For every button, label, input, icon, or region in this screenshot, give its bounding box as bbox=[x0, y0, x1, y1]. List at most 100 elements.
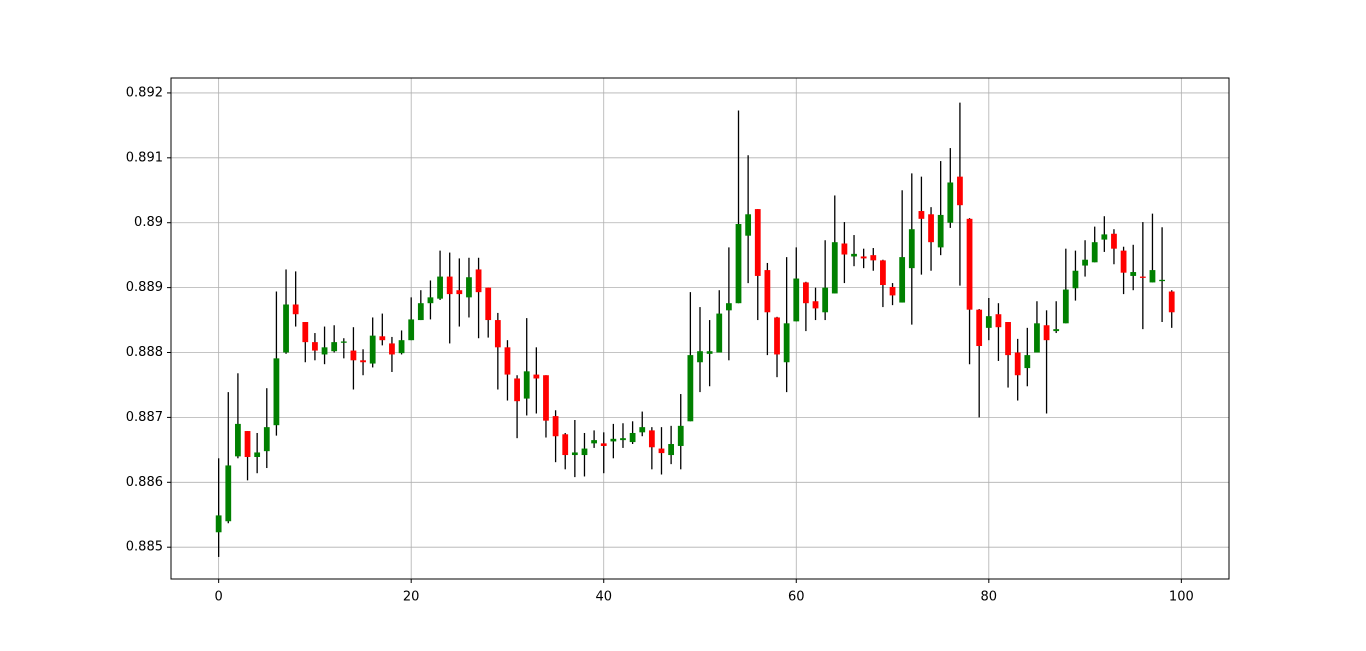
candle-body bbox=[331, 342, 338, 352]
candle-body bbox=[1062, 289, 1069, 324]
candle-body bbox=[398, 340, 405, 354]
candle-body bbox=[620, 438, 626, 441]
candle-body bbox=[629, 432, 636, 443]
candle-body bbox=[600, 443, 607, 446]
candle-body bbox=[870, 255, 877, 261]
candle-body bbox=[244, 431, 251, 457]
candle-body bbox=[571, 452, 578, 456]
candle-body bbox=[639, 427, 646, 433]
candle-body bbox=[803, 282, 809, 304]
candle-body bbox=[793, 278, 800, 322]
candle-body bbox=[591, 440, 597, 444]
candle-body bbox=[379, 336, 386, 341]
y-tick-label: 0.886 bbox=[126, 475, 163, 490]
candle-body bbox=[408, 319, 415, 341]
candle-body bbox=[263, 427, 270, 452]
candle-body bbox=[417, 303, 424, 321]
y-tick-label: 0.889 bbox=[126, 280, 163, 295]
candle-body bbox=[841, 243, 848, 255]
candle-body bbox=[610, 438, 617, 442]
candle-body bbox=[312, 342, 318, 351]
candle-body bbox=[1101, 234, 1108, 240]
candle-body bbox=[292, 304, 299, 315]
y-tick-label: 0.892 bbox=[126, 85, 163, 100]
candle-body bbox=[1091, 242, 1098, 263]
candle-body bbox=[985, 316, 992, 328]
candle-body bbox=[1159, 279, 1165, 282]
y-tick-label: 0.885 bbox=[126, 540, 163, 555]
x-tick-label: 60 bbox=[788, 590, 805, 605]
candle-body bbox=[1024, 355, 1031, 369]
candle-body bbox=[918, 211, 925, 219]
x-tick-label: 0 bbox=[215, 590, 223, 605]
candle-body bbox=[966, 218, 973, 310]
candle-body bbox=[533, 374, 540, 379]
candle-body bbox=[1072, 270, 1079, 289]
candle-body bbox=[1053, 329, 1060, 332]
candle-body bbox=[456, 290, 463, 295]
candle-body bbox=[1043, 325, 1050, 341]
candle-body bbox=[225, 465, 232, 522]
candle-body bbox=[235, 423, 241, 457]
candle-body bbox=[475, 269, 482, 293]
candle-body bbox=[273, 358, 280, 426]
candle-body bbox=[543, 375, 549, 421]
candle-body bbox=[725, 303, 732, 311]
candle-body bbox=[552, 416, 559, 437]
candle-body bbox=[1168, 291, 1175, 313]
candle-body bbox=[360, 360, 366, 363]
candle-body bbox=[321, 347, 328, 355]
candle-body bbox=[562, 434, 569, 456]
candle-body bbox=[860, 256, 867, 259]
candle-body bbox=[466, 277, 472, 298]
y-tick-label: 0.888 bbox=[126, 345, 163, 360]
candle-body bbox=[880, 260, 886, 286]
x-tick-label: 20 bbox=[403, 590, 420, 605]
candle-body bbox=[504, 347, 511, 375]
candle-body bbox=[783, 323, 790, 363]
candle-body bbox=[851, 253, 857, 257]
candle-body bbox=[446, 276, 453, 295]
candle-body bbox=[658, 448, 665, 454]
candle-body bbox=[350, 350, 357, 361]
candle-body bbox=[485, 287, 492, 321]
candle-body bbox=[581, 448, 588, 456]
candle-body bbox=[1120, 250, 1127, 273]
plot-frame bbox=[170, 77, 1230, 580]
candle-body bbox=[706, 351, 713, 354]
candle-body bbox=[812, 301, 819, 309]
candle-body bbox=[254, 452, 261, 457]
candle-body bbox=[1149, 270, 1156, 283]
candle-body bbox=[514, 378, 520, 402]
candle-body bbox=[523, 371, 530, 399]
candle-body bbox=[437, 276, 443, 299]
candle-body bbox=[928, 214, 934, 243]
candle-body bbox=[1139, 276, 1146, 278]
candle-body bbox=[995, 314, 1002, 328]
candle-body bbox=[427, 297, 434, 304]
candle-body bbox=[369, 335, 376, 364]
candle-body bbox=[215, 515, 222, 533]
candle-body bbox=[302, 322, 309, 343]
candle-body bbox=[754, 209, 761, 276]
candle-body bbox=[1014, 352, 1021, 376]
x-tick-label: 100 bbox=[1169, 590, 1194, 605]
candle-body bbox=[389, 343, 395, 355]
candle-body bbox=[1082, 259, 1088, 266]
candle-body bbox=[494, 320, 501, 348]
candle-body bbox=[735, 224, 742, 304]
y-tick-label: 0.887 bbox=[126, 410, 163, 425]
candle-body bbox=[957, 176, 963, 206]
candle-body bbox=[889, 286, 896, 296]
candle-body bbox=[648, 430, 655, 448]
candle-body bbox=[1130, 272, 1137, 276]
candle-body bbox=[340, 341, 347, 343]
candle-body bbox=[976, 309, 983, 347]
candle-body bbox=[1005, 322, 1011, 356]
candle-body bbox=[822, 287, 829, 313]
candle-body bbox=[774, 317, 780, 355]
candle-body bbox=[908, 229, 915, 269]
candle-body bbox=[687, 355, 694, 422]
